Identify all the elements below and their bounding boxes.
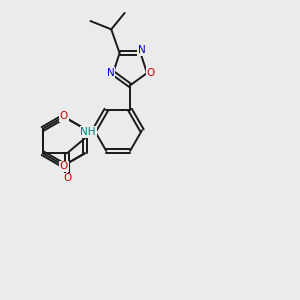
Text: O: O [60, 111, 68, 121]
Text: N: N [107, 68, 115, 78]
Text: N: N [138, 45, 146, 55]
Text: NH: NH [80, 127, 96, 137]
Text: O: O [60, 161, 68, 171]
Text: O: O [63, 173, 71, 183]
Text: O: O [147, 68, 155, 78]
